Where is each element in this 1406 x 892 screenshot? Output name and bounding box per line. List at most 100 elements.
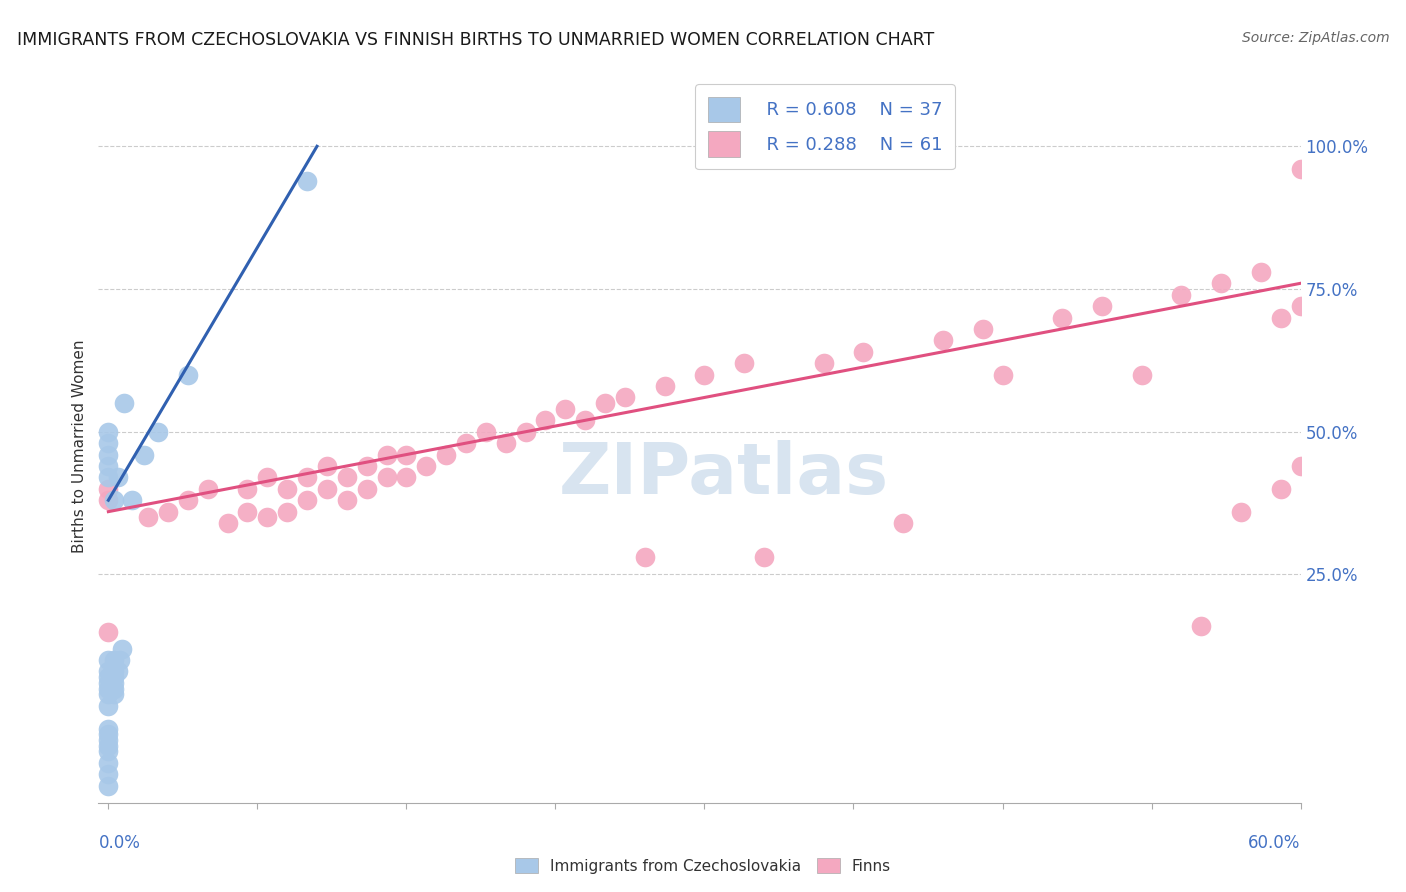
Point <box>136 510 159 524</box>
Point <box>495 436 517 450</box>
Y-axis label: Births to Unmarried Women: Births to Unmarried Women <box>72 339 87 553</box>
Point <box>614 391 637 405</box>
Point <box>813 356 835 370</box>
Point <box>103 493 125 508</box>
Point <box>852 344 875 359</box>
Point <box>316 458 339 473</box>
Point <box>103 676 125 690</box>
Point <box>97 727 120 741</box>
Text: Source: ZipAtlas.com: Source: ZipAtlas.com <box>1241 31 1389 45</box>
Point <box>515 425 537 439</box>
Point <box>1091 299 1114 313</box>
Point <box>1289 162 1312 177</box>
Point <box>97 733 120 747</box>
Point <box>1289 458 1312 473</box>
Point <box>1270 482 1292 496</box>
Point <box>932 334 955 348</box>
Point <box>1230 505 1253 519</box>
Point <box>97 493 120 508</box>
Point <box>276 482 298 496</box>
Point <box>316 482 339 496</box>
Point <box>276 505 298 519</box>
Point <box>110 653 132 667</box>
Point <box>217 516 239 530</box>
Point <box>103 665 125 679</box>
Point <box>1050 310 1073 325</box>
Point <box>97 676 120 690</box>
Point <box>693 368 716 382</box>
Point <box>336 470 359 484</box>
Point <box>256 510 278 524</box>
Point <box>97 482 120 496</box>
Point <box>454 436 477 450</box>
Point <box>121 493 143 508</box>
Point <box>97 665 120 679</box>
Text: ZIPatlas: ZIPatlas <box>558 440 889 509</box>
Point <box>156 505 179 519</box>
Point <box>97 425 120 439</box>
Point <box>891 516 914 530</box>
Point <box>97 779 120 793</box>
Point <box>97 681 120 696</box>
Point <box>103 670 125 684</box>
Point <box>434 448 457 462</box>
Point <box>554 401 576 416</box>
Point <box>574 413 596 427</box>
Point <box>733 356 755 370</box>
Point <box>97 744 120 758</box>
Legend: Immigrants from Czechoslovakia, Finns: Immigrants from Czechoslovakia, Finns <box>509 852 897 880</box>
Point <box>1130 368 1153 382</box>
Point <box>654 379 676 393</box>
Point <box>97 624 120 639</box>
Point <box>103 687 125 701</box>
Point <box>356 458 378 473</box>
Text: IMMIGRANTS FROM CZECHOSLOVAKIA VS FINNISH BIRTHS TO UNMARRIED WOMEN CORRELATION : IMMIGRANTS FROM CZECHOSLOVAKIA VS FINNIS… <box>17 31 934 49</box>
Point <box>97 470 120 484</box>
Point <box>103 653 125 667</box>
Point <box>1250 265 1272 279</box>
Point <box>1270 310 1292 325</box>
Point <box>634 550 657 565</box>
Point <box>295 173 318 187</box>
Point <box>177 493 200 508</box>
Point <box>295 470 318 484</box>
Point <box>97 722 120 736</box>
Point <box>236 482 259 496</box>
Point <box>97 739 120 753</box>
Point <box>395 448 418 462</box>
Point <box>1189 619 1212 633</box>
Point <box>295 493 318 508</box>
Point <box>97 687 120 701</box>
Point <box>593 396 616 410</box>
Point <box>107 470 129 484</box>
Point <box>356 482 378 496</box>
Point <box>336 493 359 508</box>
Point <box>112 396 135 410</box>
Point <box>97 653 120 667</box>
Point <box>97 670 120 684</box>
Text: 60.0%: 60.0% <box>1249 834 1301 852</box>
Point <box>134 448 156 462</box>
Point <box>375 470 398 484</box>
Point <box>375 448 398 462</box>
Point <box>395 470 418 484</box>
Point <box>1289 299 1312 313</box>
Point <box>177 368 200 382</box>
Point <box>752 550 775 565</box>
Point <box>97 698 120 713</box>
Point <box>97 436 120 450</box>
Point <box>972 322 994 336</box>
Point <box>991 368 1014 382</box>
Point <box>111 641 134 656</box>
Point <box>475 425 498 439</box>
Point <box>107 665 129 679</box>
Point <box>103 681 125 696</box>
Point <box>415 458 437 473</box>
Point <box>97 756 120 770</box>
Point <box>97 458 120 473</box>
Text: 0.0%: 0.0% <box>98 834 141 852</box>
Point <box>1170 287 1192 301</box>
Point <box>97 448 120 462</box>
Point <box>534 413 557 427</box>
Point <box>146 425 169 439</box>
